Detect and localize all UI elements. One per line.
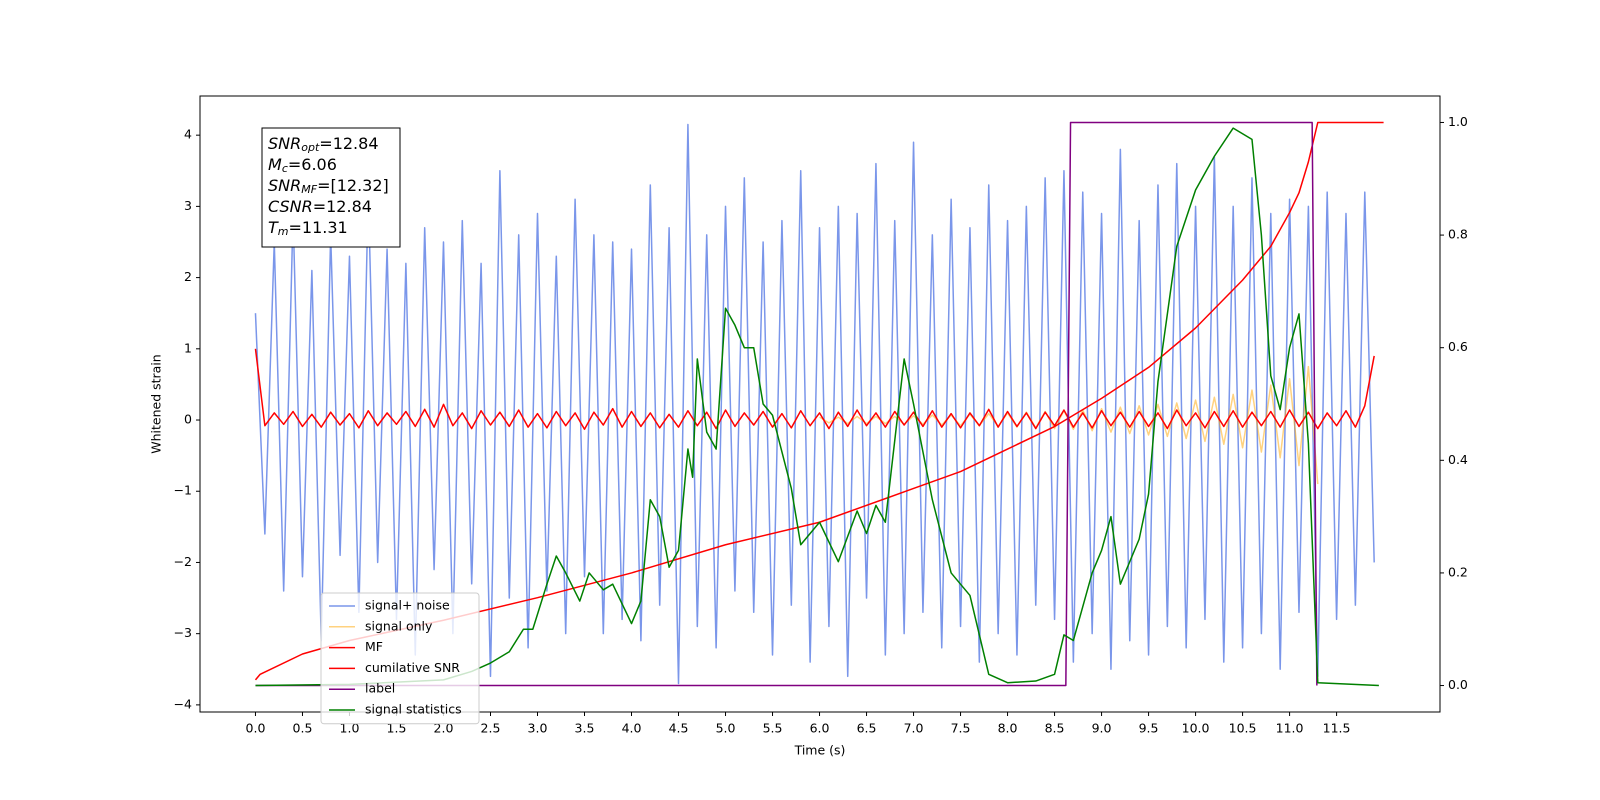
y-tick-label: 2	[184, 269, 192, 284]
y-tick-label: 4	[184, 127, 192, 142]
x-tick-label: 4.5	[669, 721, 689, 736]
annotation-frame	[261, 127, 401, 248]
annotation-subscript: opt	[301, 141, 320, 154]
series-line	[255, 127, 1379, 687]
y2-tick-label: 1.0	[1448, 114, 1468, 129]
y2-tick-label: 0.8	[1448, 227, 1468, 242]
x-tick-label: 11.0	[1276, 721, 1304, 736]
x-tick-label: 0.5	[293, 721, 313, 736]
series-line	[254, 123, 1375, 685]
annotation-text: SNRopt=12.84	[268, 134, 379, 155]
annotation-symbol: CSNR	[268, 197, 313, 216]
y-tick-label: 1	[184, 340, 192, 355]
x-tick-label: 8.5	[1045, 721, 1065, 736]
y2-tick-label: 0.4	[1448, 452, 1468, 467]
x-tick-label: 7.5	[951, 721, 971, 736]
y-tick-label: −4	[174, 696, 192, 711]
x-tick-label: 9.5	[1139, 721, 1159, 736]
x-tick-label: 7.0	[904, 721, 924, 736]
legend-label: signal only	[365, 618, 433, 633]
annotation-value: =[12.32]	[317, 176, 389, 195]
legend-frame	[320, 592, 480, 725]
annotation-symbol: SNR	[268, 176, 301, 195]
annotation-value: =6.06	[288, 155, 337, 174]
annotation-value: =12.84	[319, 134, 378, 153]
y-tick-label: −1	[174, 483, 192, 498]
x-tick-label: 5.0	[716, 721, 736, 736]
x-tick-label: 3.0	[528, 721, 548, 736]
x-tick-label: 2.5	[481, 721, 501, 736]
x-tick-label: 0.0	[246, 721, 266, 736]
annotation-text: SNRMF=[12.32]	[268, 176, 389, 197]
series-line	[255, 121, 1318, 687]
annotation-text: Tm=11.31	[268, 218, 348, 239]
y-tick-label: 3	[184, 198, 192, 213]
x-tick-label: 11.5	[1323, 721, 1351, 736]
annotation-text: CSNR=12.84	[268, 197, 372, 216]
x-tick-label: 4.0	[622, 721, 642, 736]
x-tick-label: 6.5	[857, 721, 877, 736]
x-axis-label: Time (s)	[794, 743, 846, 758]
x-tick-label: 10.0	[1182, 721, 1210, 736]
series-line	[254, 348, 1375, 431]
x-tick-label: 6.0	[810, 721, 830, 736]
y-tick-label: −2	[174, 554, 192, 569]
annotation-symbol: T	[268, 218, 279, 237]
annotation-subscript: c	[282, 162, 288, 175]
x-tick-label: 8.0	[998, 721, 1018, 736]
y2-tick-label: 0.2	[1448, 564, 1468, 579]
x-tick-label: 3.5	[575, 721, 595, 736]
annotation-subscript: m	[278, 225, 289, 238]
annotation-symbol: M	[268, 155, 282, 174]
y2-tick-label: 0.6	[1448, 339, 1468, 354]
legend-label: label	[365, 681, 395, 696]
annotation-text: Mc=6.06	[268, 155, 337, 176]
annotation-value: =12.84	[313, 197, 372, 216]
annotation-symbol: SNR	[268, 134, 301, 153]
legend-label: signal+ noise	[365, 598, 450, 613]
x-tick-label: 9.0	[1092, 721, 1112, 736]
x-tick-label: 10.5	[1229, 721, 1257, 736]
annotation-subscript: MF	[301, 183, 317, 196]
legend-label: signal statistics	[365, 702, 462, 717]
y-axis-label: Whitened strain	[149, 354, 164, 453]
x-tick-label: 5.5	[763, 721, 783, 736]
y2-tick-label: 0.0	[1448, 677, 1468, 692]
legend: signal+ noise signal only MF cumilative SNR…	[320, 592, 480, 725]
y-tick-label: −3	[174, 625, 192, 640]
legend-label: MF	[365, 639, 383, 654]
legend-label: cumilative SNR	[365, 660, 460, 675]
annotation-value: =11.31	[289, 218, 348, 237]
y-tick-label: 0	[184, 412, 192, 427]
annotation-box: SNRopt=12.84Mc=6.06SNRMF=[12.32]CSNR=12.…	[261, 127, 401, 248]
